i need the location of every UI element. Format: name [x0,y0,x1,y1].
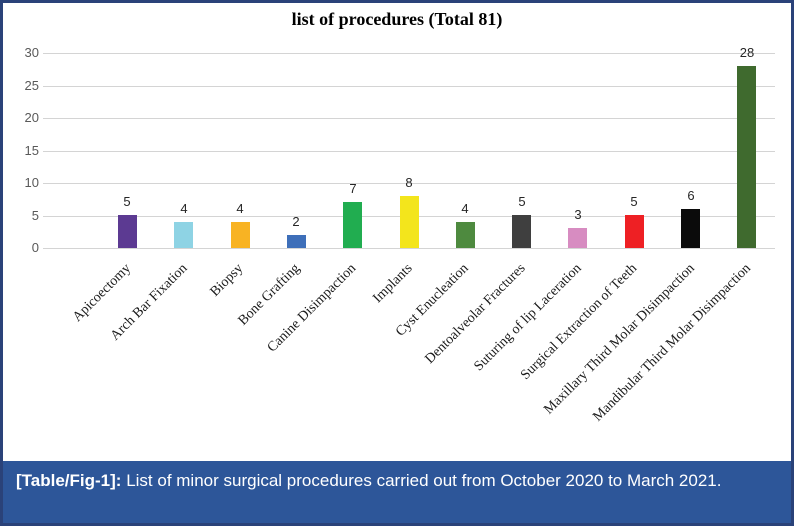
bar-suturing-of-lip-laceration [568,228,587,248]
bar-canine-disimpaction [343,202,362,248]
bar-value-label: 2 [292,214,300,229]
y-tick-label-20: 20 [24,110,39,125]
bar-value-label: 4 [236,201,244,216]
caption-label: [Table/Fig-1]: [16,471,122,490]
bar-cyst-enucleation [456,222,475,248]
bar-chart: list of procedures (Total 81) 0 5 10 15 20 25… [3,3,791,461]
bar-arch-bar-fixation [174,222,193,248]
y-tick-label-15: 15 [24,143,39,158]
bar-value-label: 7 [349,181,357,196]
bar-value-label: 6 [687,188,695,203]
caption-text: List of minor surgical procedures carrie… [126,471,722,490]
x-tick-label: Implants [370,261,416,307]
y-tick-label-10: 10 [24,175,39,190]
bar-value-label: 3 [574,207,582,222]
y-tick-label-5: 5 [31,208,39,223]
figure-caption: [Table/Fig-1]: List of minor surgical pr… [3,461,791,523]
bar-value-label: 4 [461,201,469,216]
x-tick-label: Suturing of lip Laceration [471,261,585,375]
bar-surgical-extraction-of-teeth [625,215,644,248]
bar-implants [400,196,419,248]
bar-maxillary-third-molar-disimpaction [681,209,700,248]
y-tick-label-30: 30 [24,45,39,60]
bar-dentoalveolar-fractures [512,215,531,248]
bar-bone-grafting [287,235,306,248]
gridline-y-15 [43,151,775,152]
chart-title: list of procedures (Total 81) [291,9,503,29]
gridline-y-0 [43,248,775,249]
bar-value-label: 8 [405,175,413,190]
bar-value-label: 28 [739,45,755,60]
bar-value-label: 5 [518,194,526,209]
x-tick-label: Surgical Extraction of Teeth [518,261,641,383]
bar-biopsy [231,222,250,248]
gridline-y-30 [43,53,775,54]
gridline-y-25 [43,86,775,87]
bar-value-label: 5 [123,194,131,209]
y-tick-label-25: 25 [24,78,39,93]
bar-value-label: 5 [630,194,638,209]
gridline-y-10 [43,183,775,184]
bar-mandibular-third-molar-disimpaction [737,66,756,248]
y-tick-label-0: 0 [31,240,39,255]
gridline-y-20 [43,118,775,119]
x-tick-label: Biopsy [207,261,247,300]
x-tick-label: Dentoalveolar Fractures [422,261,529,367]
bar-value-label: 4 [180,201,188,216]
bar-apicoectomy [118,215,137,248]
